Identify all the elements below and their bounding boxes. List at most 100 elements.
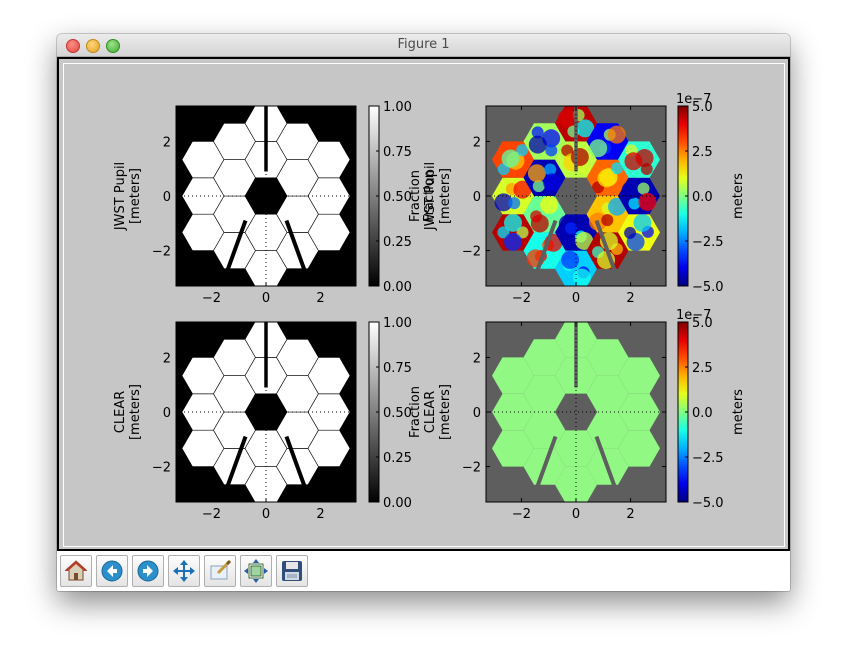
- secondary-strut: [284, 435, 311, 498]
- home-icon: [64, 560, 88, 581]
- colorbar-tick-label: −5.0: [692, 496, 724, 511]
- central-obscuration: [555, 177, 597, 215]
- opd-variation: [543, 173, 562, 192]
- opd-variation: [494, 193, 513, 212]
- save-button[interactable]: [276, 555, 308, 587]
- opd-variation: [532, 180, 545, 193]
- colorbar-label: meters: [731, 173, 746, 219]
- zoom-button[interactable]: [204, 555, 236, 587]
- secondary-strut: [594, 219, 621, 282]
- opd-variation: [561, 250, 580, 269]
- window-title: Figure 1: [397, 37, 450, 52]
- opd-variation: [578, 162, 591, 175]
- subplot-3[interactable]: −2 0 2 2 0 −2 CLEAR [meters] 1.00 0.75 0.50 0.25 0.0…: [113, 316, 412, 522]
- minimize-window-button[interactable]: [86, 39, 100, 53]
- opd-variation: [513, 180, 532, 199]
- y-axis-label: [meters]: [128, 168, 143, 224]
- central-obscuration: [245, 393, 287, 431]
- x-tick-label: −2: [512, 291, 531, 306]
- opd-variation: [624, 226, 637, 239]
- move-arrows-icon: [173, 560, 195, 582]
- mirror-segment: [307, 357, 351, 395]
- y-tick-label: 2: [473, 135, 481, 150]
- opd-variation: [561, 144, 574, 157]
- opd-variation: [504, 213, 523, 232]
- back-button[interactable]: [96, 555, 128, 587]
- opd-variation: [557, 109, 576, 128]
- colorbar-tick-label: −2.5: [692, 451, 724, 466]
- forward-button[interactable]: [132, 555, 164, 587]
- pupil-image: [181, 106, 351, 286]
- mirror-segment: [555, 430, 597, 467]
- opd-variation: [621, 181, 640, 200]
- opd-variation: [530, 210, 543, 223]
- mirror-segment: [555, 466, 597, 502]
- colorbar-tick-label: 0.25: [383, 451, 412, 466]
- y-tick-label: −2: [152, 245, 171, 260]
- pan-button[interactable]: [168, 555, 200, 587]
- mirror-segment: [492, 430, 534, 467]
- opd-variation: [624, 152, 643, 171]
- y-tick-label: −2: [462, 461, 481, 476]
- opd-variation: [501, 149, 520, 168]
- y-tick-label: 0: [163, 190, 171, 205]
- opd-variation: [516, 144, 529, 157]
- opd-variation: [633, 213, 652, 232]
- opd-variation: [597, 169, 616, 188]
- zoom-window-button[interactable]: [106, 39, 120, 53]
- colorbar-offset-text: 1e−7: [676, 308, 711, 323]
- x-tick-label: −2: [202, 291, 221, 306]
- figure-canvas[interactable]: −2 0 2 2 0 −2 JWST Pupil [meters] 1.00 0.75 0.50 0.…: [57, 57, 790, 551]
- opd-variation: [607, 125, 626, 144]
- opd-variation: [503, 232, 522, 251]
- subplot-4[interactable]: −2 0 2 2 0 −2 Fraction CLEAR [meters] 5.0 2.5 0.0 −2…: [408, 308, 746, 522]
- secondary-strut: [221, 435, 248, 498]
- x-tick-label: −2: [202, 507, 221, 522]
- y-tick-label: 2: [163, 351, 171, 366]
- opd-variation: [576, 119, 595, 138]
- x-tick-label: 0: [262, 507, 270, 522]
- opd-variation: [531, 126, 544, 139]
- home-button[interactable]: [60, 555, 92, 587]
- secondary-strut: [221, 219, 248, 282]
- subplot-2[interactable]: −2 0 2 2 0 −2 Fraction JWST Pupil [meters] 5.0 2.5…: [408, 92, 746, 306]
- close-window-button[interactable]: [66, 39, 80, 53]
- colorbar-tick-label: 0.00: [383, 280, 412, 295]
- colorbar-tick-label: 5.0: [692, 316, 713, 331]
- x-tick-label: 2: [626, 507, 634, 522]
- opd-variation: [542, 129, 561, 148]
- y-axis-label: CLEAR: [113, 391, 128, 433]
- opd-variation: [508, 197, 521, 210]
- x-tick-label: 0: [572, 291, 580, 306]
- colorbar-tick-label: 2.5: [692, 361, 713, 376]
- x-tick-label: 2: [316, 507, 324, 522]
- title-bar[interactable]: Figure 1: [57, 34, 790, 57]
- x-tick-label: 2: [316, 291, 324, 306]
- mirror-segment: [618, 430, 660, 467]
- opd-variation: [528, 135, 547, 154]
- colorbar-tick-label: 0.25: [383, 235, 412, 250]
- mirror-segment: [523, 375, 566, 412]
- y-axis-label: JWST Pupil: [113, 162, 128, 231]
- mirror-segment: [586, 375, 629, 412]
- colorbar-tick-label: −2.5: [692, 235, 724, 250]
- opd-variation: [628, 197, 641, 210]
- x-tick-label: 2: [626, 291, 634, 306]
- x-tick-label: −2: [512, 507, 531, 522]
- secondary-strut: [531, 219, 558, 282]
- opd-variation: [640, 163, 653, 176]
- central-obscuration: [555, 393, 597, 431]
- pupil-image: [181, 322, 351, 502]
- mirror-segment: [586, 339, 629, 376]
- pupil-image: [492, 106, 660, 286]
- y-axis-label: [meters]: [128, 384, 143, 440]
- opd-variation: [610, 162, 623, 175]
- secondary-strut: [284, 219, 311, 282]
- opd-variation: [527, 164, 546, 183]
- figure-window: Figure 1 −2 0 2 2 0 −2 JWST Pupil [meters] 1.00 0…: [57, 34, 790, 591]
- subplots-config-icon: [244, 559, 268, 583]
- subplots-button[interactable]: [240, 555, 272, 587]
- y-tick-label: 0: [473, 190, 481, 205]
